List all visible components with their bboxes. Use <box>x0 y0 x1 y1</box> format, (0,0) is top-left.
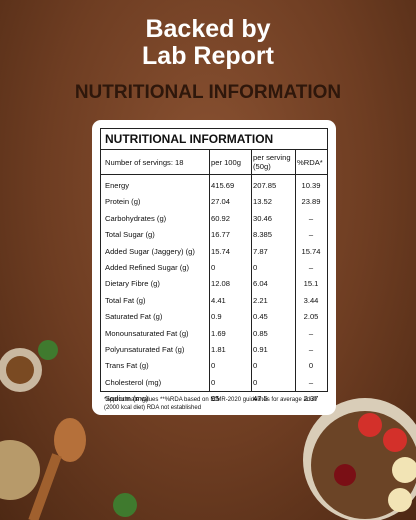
table-row: Protein (g) 27.04 13.52 23.89 <box>101 194 327 210</box>
cell-value: 95 <box>211 394 220 404</box>
table-row: Monounsaturated Fat (g) 1.69 0.85 – <box>101 326 327 342</box>
banana <box>388 488 412 512</box>
column-header: per 100g <box>211 158 241 167</box>
nutrient-name: Energy <box>105 181 130 190</box>
cell-value: 7.87 <box>253 246 268 256</box>
header-row: Number of servings: 18 per 100g per servin… <box>101 150 327 175</box>
table-row: Saturated Fat (g) 0.9 0.45 2.05 <box>101 309 327 325</box>
column-header: per serving (50g) <box>253 153 291 171</box>
nutrient-name: Dietary Fibre (g) <box>105 279 160 289</box>
spoon-handle <box>28 453 62 520</box>
cell-value: 0 <box>211 361 216 371</box>
nutrient-name: Carbohydrates (g) <box>105 213 167 223</box>
table-row: Total Sugar (g) 16.77 8.385 – <box>101 227 327 243</box>
table-row: Sodium (mg) 95 47.5 2.37 <box>101 391 327 407</box>
cell-value: 60.92 <box>211 213 231 223</box>
cell-value: – <box>308 263 314 272</box>
cell-value: 1.81 <box>211 345 226 354</box>
cell-value: 0 <box>308 361 314 371</box>
cell-value: – <box>308 345 314 354</box>
spice <box>6 356 34 384</box>
cell-value: 0 <box>253 361 258 371</box>
nutrient-name: Saturated Fat (g) <box>105 312 163 322</box>
cell-value: 0 <box>253 263 258 272</box>
card: NUTRITIONAL INFORMATION Number of servin… <box>92 120 336 415</box>
cell-value: – <box>308 377 314 387</box>
cell-value: 0 <box>253 377 258 387</box>
nutrient-name: Added Refined Sugar (g) <box>105 263 190 272</box>
title-line: Lab Report <box>142 42 274 70</box>
table-row: Added Sugar (Jaggery) (g) 15.74 7.87 15.74 <box>101 244 327 260</box>
cell-value: 27.04 <box>211 197 231 207</box>
cell-value: 0.91 <box>253 345 268 354</box>
table-title: NUTRITIONAL INFORMATION <box>101 129 327 150</box>
table-row: Total Fat (g) 4.41 2.21 3.44 <box>101 293 327 309</box>
cell-value: – <box>308 213 314 223</box>
cell-value: 15.74 <box>211 246 231 256</box>
leaf <box>38 340 58 360</box>
cell-value: 1.69 <box>211 328 226 338</box>
cell-value: 2.05 <box>303 312 319 322</box>
footnote: *approximate values **%RDA based on ICMR… <box>104 397 317 411</box>
cell-value: 15.74 <box>301 246 321 256</box>
cell-value: 16.77 <box>211 230 231 240</box>
cell-value: 47.5 <box>253 394 268 404</box>
table-row: Carbohydrates (g) 60.92 30.46 – <box>101 211 327 227</box>
seeds-bowl <box>0 440 40 500</box>
cell-value: 3.44 <box>303 295 319 305</box>
table-row: Dietary Fibre (g) 12.08 6.04 15.1 <box>101 276 327 292</box>
cell-value: 23.89 <box>301 197 321 207</box>
cell-value: 30.46 <box>253 213 273 223</box>
cell-value: 4.41 <box>211 295 226 305</box>
leaf <box>113 493 137 517</box>
table-row: Polyunsaturated Fat (g) 1.81 0.91 – <box>101 342 327 358</box>
cell-value: 0 <box>211 263 216 272</box>
strawberry <box>358 413 382 437</box>
cell-value: – <box>308 230 314 240</box>
cell-value: 15.1 <box>303 279 319 289</box>
title-line: Backed by <box>145 15 271 43</box>
nutrient-name: Monounsaturated Fat (g) <box>105 328 189 338</box>
column-rule <box>251 150 252 391</box>
nutrient-name: Total Fat (g) <box>105 295 146 305</box>
banana <box>392 457 416 483</box>
column-rule <box>209 150 210 391</box>
spoon <box>54 418 86 462</box>
nutrient-name: Cholesterol (mg) <box>105 377 162 387</box>
nutrient-name: Total Sugar (g) <box>105 230 155 240</box>
cell-value: 2.21 <box>253 295 268 305</box>
cell-value: 13.52 <box>253 197 273 207</box>
cell-value: 0 <box>211 377 216 387</box>
table-row: Cholesterol (mg) 0 0 – <box>101 375 327 391</box>
nutrient-name: Trans Fat (g) <box>105 361 149 371</box>
nutrient-name: Added Sugar (Jaggery) (g) <box>105 246 195 256</box>
cell-value: 12.08 <box>211 279 231 289</box>
column-header: Number of servings: 18 <box>105 158 184 167</box>
nutrient-name: Polyunsaturated Fat (g) <box>105 345 185 354</box>
nutrient-name: Sodium (mg) <box>105 394 149 404</box>
cell-value: 415.69 <box>211 181 235 190</box>
cell-value: 8.385 <box>253 230 273 240</box>
cell-value: 6.04 <box>253 279 268 289</box>
cell-value: 207.85 <box>253 181 277 190</box>
table-row: Energy 415.69 207.85 10.39 <box>101 178 327 194</box>
table-row: Added Refined Sugar (g) 0 0 – <box>101 260 327 276</box>
nutrient-name: Protein (g) <box>105 197 141 207</box>
cell-value: 10.39 <box>301 181 321 190</box>
table: NUTRITIONAL INFORMATION Number of servin… <box>100 128 328 403</box>
subtitle: NUTRITIONAL INFORMATION <box>74 82 342 103</box>
cell-value: 2.37 <box>303 394 319 404</box>
cell-value: – <box>308 328 314 338</box>
cell-value: 0.45 <box>253 312 268 322</box>
column-rule <box>295 150 296 391</box>
cell-value: 0.9 <box>211 312 222 322</box>
cell-value: 0.85 <box>253 328 268 338</box>
cherry <box>334 464 356 486</box>
column-header: %RDA* <box>297 158 323 167</box>
table-row: Trans Fat (g) 0 0 0 <box>101 358 327 374</box>
strawberry <box>383 428 407 452</box>
